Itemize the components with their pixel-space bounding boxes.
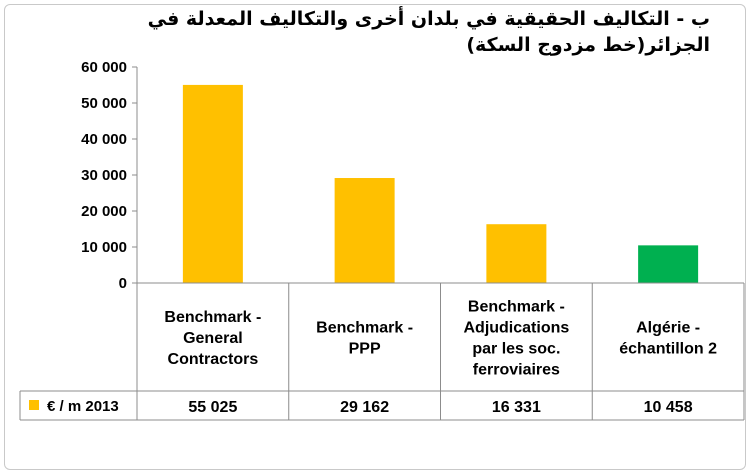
y-tick-label: 60 000 — [81, 59, 127, 76]
category-label: Benchmark - — [316, 320, 413, 337]
category-label: Adjudications — [463, 320, 569, 337]
bar — [638, 245, 699, 283]
data-table-value: 29 162 — [340, 399, 389, 416]
category-label: Contractors — [168, 351, 259, 368]
legend-label: € / m 2013 — [47, 398, 119, 415]
data-table-value: 16 331 — [492, 399, 541, 416]
data-table-value: 55 025 — [188, 399, 237, 416]
y-tick-label: 10 000 — [81, 239, 127, 256]
category-label: Algérie - — [636, 320, 700, 337]
bar — [486, 224, 547, 283]
category-label: PPP — [349, 341, 381, 358]
data-table-value: 10 458 — [644, 399, 693, 416]
category-label: ferroviaires — [473, 362, 560, 379]
category-label: par les soc. — [472, 341, 560, 358]
bar — [182, 84, 243, 283]
category-label: Benchmark - — [164, 309, 261, 326]
chart-title: ب - التكاليف الحقيقية في بلدان أخرى والت… — [60, 6, 710, 58]
y-tick-label: 40 000 — [81, 131, 127, 148]
category-label: Benchmark - — [468, 299, 565, 316]
y-tick-label: 0 — [119, 275, 127, 292]
y-tick-label: 20 000 — [81, 203, 127, 220]
y-tick-label: 50 000 — [81, 95, 127, 112]
legend-swatch — [29, 400, 39, 410]
y-tick-label: 30 000 — [81, 167, 127, 184]
category-label: General — [183, 330, 243, 347]
category-label: échantillon 2 — [619, 341, 717, 358]
chart-title-line-2: الجزائر(خط مزدوج السكة) — [466, 34, 710, 56]
bar — [334, 178, 395, 283]
chart-title-line-1: ب - التكاليف الحقيقية في بلدان أخرى والت… — [147, 8, 710, 30]
